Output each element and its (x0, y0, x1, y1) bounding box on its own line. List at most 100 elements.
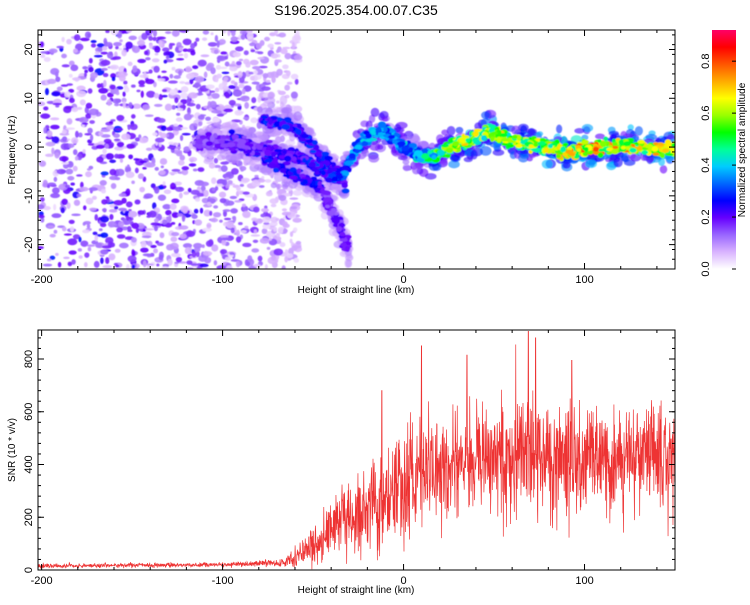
x-tick-label: 0 (400, 274, 406, 286)
heatmap-cell (67, 175, 75, 181)
heatmap-cell (52, 102, 62, 106)
heatmap-cell (135, 227, 139, 233)
heatmap-cell (268, 237, 272, 241)
heatmap-cell (219, 197, 227, 204)
heatmap-cell (169, 73, 174, 79)
heatmap-cell (65, 184, 71, 188)
heatmap-cell (147, 240, 153, 247)
heatmap-cell (274, 30, 279, 35)
heatmap-cell (161, 94, 168, 98)
heatmap-cell (479, 146, 492, 156)
heatmap-cell (493, 141, 501, 152)
heatmap-cell (209, 100, 217, 108)
heatmap-cell (286, 70, 291, 77)
heatmap-cell (171, 104, 176, 110)
heatmap-cell (84, 31, 92, 39)
heatmap-cell (99, 222, 107, 228)
heatmap-cell (38, 101, 46, 107)
heatmap-cell (79, 37, 90, 42)
heatmap-cell (305, 139, 314, 144)
heatmap-cell (179, 134, 184, 142)
heatmap-cell (170, 221, 176, 225)
heatmap-cell (100, 232, 109, 238)
heatmap-cell (196, 192, 204, 197)
heatmap-cell (45, 88, 49, 96)
heatmap-cell (40, 113, 51, 119)
heatmap-cell (39, 41, 45, 48)
heatmap-cell (213, 164, 221, 168)
heatmap-cell (444, 153, 451, 158)
heatmap-cell (224, 61, 230, 67)
heatmap-cell (115, 91, 120, 96)
heatmap-cell (116, 31, 123, 39)
heatmap-cell (168, 80, 178, 84)
heatmap-cell (73, 149, 78, 156)
heatmap-cell (561, 135, 568, 145)
heatmap-cell (96, 156, 104, 163)
heatmap-cell (169, 203, 177, 210)
heatmap-cell (248, 143, 254, 148)
heatmap-cell (623, 141, 632, 147)
heatmap-cell (61, 53, 67, 59)
heatmap-cell (263, 222, 270, 225)
heatmap-cell (275, 217, 280, 221)
heatmap-cell (221, 237, 231, 241)
heatmap-cell (568, 152, 576, 157)
heatmap-cell (319, 144, 329, 150)
heatmap-cell (291, 35, 302, 43)
heatmap-cell (294, 210, 298, 214)
heatmap-cell (273, 167, 279, 173)
heatmap-cell (230, 208, 238, 214)
heatmap-cell (144, 263, 154, 266)
heatmap-cell (106, 51, 114, 59)
heatmap-cell (153, 92, 160, 99)
heatmap-cell (207, 42, 218, 47)
heatmap-cell (223, 76, 229, 82)
heatmap-cell (289, 197, 299, 200)
heatmap-cell (252, 239, 259, 243)
heatmap-cell (332, 216, 341, 220)
heatmap-cell (250, 49, 256, 53)
heatmap-cell (153, 225, 158, 232)
heatmap-cell (441, 144, 449, 148)
heatmap-cell (50, 117, 60, 121)
heatmap-cell (171, 66, 176, 71)
heatmap-cell (109, 84, 116, 90)
heatmap-cell (103, 79, 107, 88)
heatmap-cell (599, 141, 607, 147)
heatmap-cell (371, 131, 377, 136)
heatmap-cell (153, 81, 157, 88)
heatmap-cell (641, 150, 649, 155)
heatmap-cell (315, 151, 321, 157)
heatmap-cell (320, 170, 326, 176)
heatmap-cell (83, 262, 88, 268)
heatmap-cell (220, 134, 227, 139)
heatmap-cell (294, 78, 299, 85)
heatmap-cell (105, 30, 110, 34)
heatmap-cell (122, 101, 126, 109)
colorbar-tick-label: 0.4 (700, 157, 712, 172)
heatmap-cell (261, 228, 268, 235)
heatmap-cell (93, 260, 100, 268)
heatmap-cell (238, 83, 245, 89)
heatmap-cell (368, 154, 380, 163)
heatmap-cell (138, 79, 146, 86)
heatmap-cell (200, 185, 206, 192)
heatmap-cell (73, 199, 81, 206)
heatmap-cell (40, 217, 45, 223)
heatmap-cell (152, 202, 157, 210)
heatmap-cell (197, 114, 205, 120)
heatmap-cell (165, 31, 172, 34)
heatmap-cell (115, 46, 119, 50)
colorbar-tick-label: 0.8 (700, 54, 712, 69)
heatmap-cell (281, 208, 288, 212)
heatmap-cell (537, 141, 546, 146)
heatmap-cell (43, 206, 51, 211)
heatmap-cell (281, 124, 291, 130)
heatmap-cell (264, 264, 268, 269)
heatmap-cell (109, 175, 119, 181)
heatmap-cell (162, 204, 172, 210)
heatmap-cell (193, 119, 203, 127)
heatmap-cell (88, 66, 94, 73)
heatmap-cell (182, 48, 189, 52)
